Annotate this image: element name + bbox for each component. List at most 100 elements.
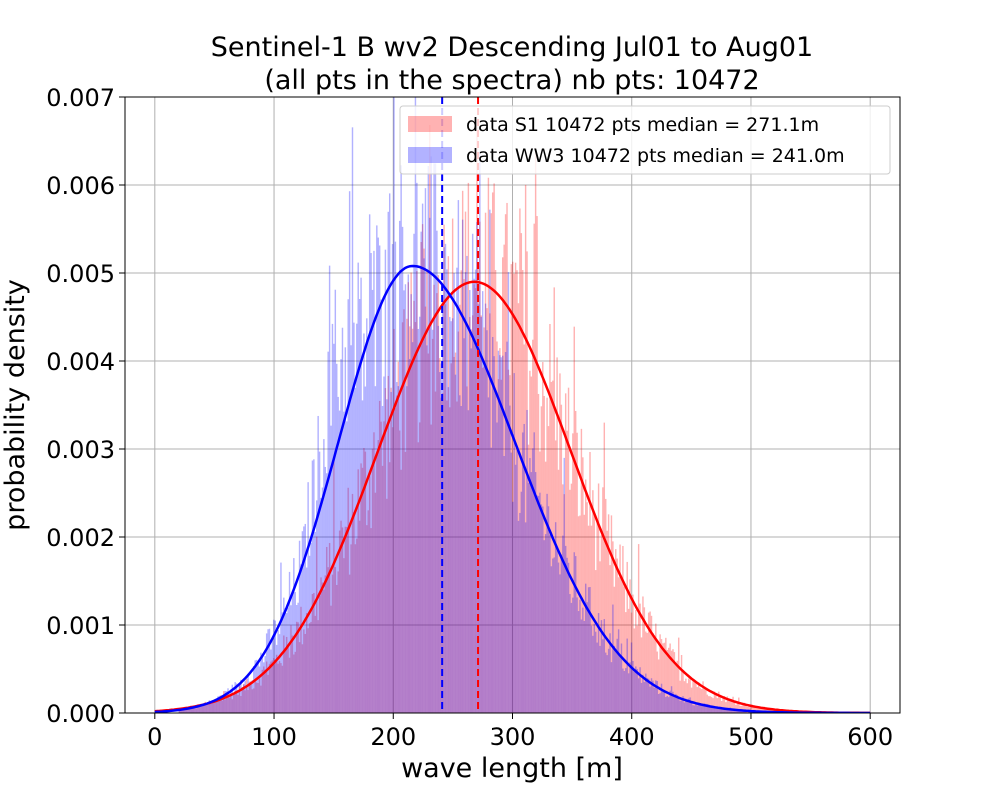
s1-histogram-bar (255, 682, 258, 713)
s1-histogram-bar (750, 704, 753, 713)
s1-histogram-bar (190, 708, 192, 713)
s1-histogram-bar (512, 261, 514, 713)
ww3-histogram-bar (557, 562, 560, 713)
s1-histogram-bar (288, 657, 291, 713)
ww3-histogram-bar (241, 688, 244, 713)
s1-histogram-bar (738, 697, 740, 713)
s1-histogram-bar (645, 631, 647, 713)
ww3-histogram-bar (187, 708, 189, 713)
ww3-histogram-bar (487, 397, 490, 713)
s1-histogram-bar (576, 432, 578, 713)
s1-histogram-bar (716, 698, 719, 713)
ww3-histogram-bar (536, 495, 538, 713)
ww3-histogram-bar (211, 701, 213, 713)
x-axis-ticks: 0 100 200 300 400 500 600 (147, 713, 893, 751)
ww3-histogram-bar (703, 703, 706, 713)
s1-histogram-bar (447, 256, 450, 713)
s1-histogram-bar (257, 683, 259, 713)
ww3-histogram-bar (406, 386, 408, 713)
ww3-histogram-bar (423, 258, 425, 713)
ww3-histogram-bar (582, 607, 584, 713)
s1-histogram-bar (270, 661, 272, 713)
s1-histogram-bar (676, 660, 678, 713)
s1-histogram-bar (303, 629, 305, 713)
ww3-histogram-bar (539, 492, 541, 713)
s1-histogram-bar (248, 681, 251, 713)
ww3-histogram-bar (414, 97, 417, 713)
s1-histogram-bar (450, 363, 452, 713)
ww3-histogram-bar (354, 387, 357, 713)
s1-histogram-bar (494, 270, 497, 713)
ww3-histogram-bar (619, 656, 621, 713)
s1-histogram-bar (370, 528, 372, 713)
s1-histogram-bar (357, 469, 359, 713)
ww3-histogram-bar (431, 329, 434, 713)
ww3-histogram-bar (569, 594, 571, 713)
s1-histogram-bar (210, 702, 212, 713)
ww3-histogram-bar (178, 710, 181, 713)
ww3-histogram-bar (363, 333, 365, 713)
ww3-histogram-bar (627, 673, 630, 713)
s1-histogram-bar (630, 612, 633, 713)
s1-histogram-bar (597, 483, 600, 713)
s1-histogram-bar (334, 567, 337, 713)
s1-histogram-bar (277, 663, 279, 713)
s1-histogram-bar (449, 407, 451, 713)
ww3-histogram-bar (667, 697, 670, 713)
s1-histogram-bar (700, 688, 703, 713)
s1-histogram-bar (417, 442, 420, 713)
legend-swatch-ww3 (408, 147, 452, 163)
s1-histogram-bar (723, 696, 726, 713)
s1-histogram-bar (490, 213, 492, 713)
s1-histogram-bar (192, 708, 195, 713)
ww3-histogram-bar (453, 273, 455, 713)
ww3-histogram-bar (420, 231, 422, 713)
s1-histogram-bar (719, 696, 721, 713)
ww3-histogram-bar (350, 345, 352, 713)
s1-histogram-bar (516, 270, 518, 713)
s1-histogram-bar (646, 632, 648, 713)
s1-histogram-bar (307, 628, 309, 713)
ww3-histogram-bar (224, 690, 226, 713)
s1-histogram-bar (327, 567, 329, 713)
ww3-histogram-bar (736, 709, 739, 713)
s1-histogram-bar (690, 687, 693, 713)
ww3-histogram-bar (534, 472, 537, 713)
s1-histogram-bar (283, 635, 285, 713)
s1-histogram-bar (207, 703, 209, 713)
ww3-histogram-bar (424, 188, 427, 713)
ww3-histogram-bar (715, 706, 717, 713)
ww3-histogram-bar (626, 638, 628, 713)
ww3-histogram-bar (421, 203, 424, 713)
s1-histogram-bar (250, 682, 252, 713)
s1-histogram-bar (300, 606, 302, 713)
ww3-histogram-bar (540, 504, 543, 713)
ww3-histogram-bar (265, 633, 268, 713)
s1-histogram-bar (655, 623, 657, 713)
ww3-histogram-bar (602, 639, 604, 713)
ww3-histogram-bar (318, 451, 321, 713)
ww3-histogram-bar (264, 656, 266, 713)
ww3-histogram-bar (188, 707, 191, 713)
ww3-histogram-bar (231, 684, 234, 713)
s1-histogram-bar (185, 707, 188, 713)
legend-swatch-s1 (408, 116, 452, 132)
ww3-histogram-bar (613, 645, 616, 713)
s1-histogram-bar (313, 592, 315, 713)
s1-histogram-bar (388, 462, 391, 713)
ww3-histogram-bar (533, 432, 535, 713)
s1-histogram-bar (527, 444, 530, 713)
ww3-histogram-bar (543, 540, 545, 713)
ww3-histogram-bar (566, 557, 568, 713)
ww3-histogram-bar (386, 399, 388, 713)
ww3-histogram-bar (182, 708, 185, 713)
s1-histogram-bar (258, 678, 261, 713)
s1-histogram-bar (710, 697, 713, 713)
s1-histogram-bar (340, 520, 342, 713)
s1-histogram-bar (308, 623, 311, 713)
s1-histogram-bar (401, 322, 404, 713)
s1-histogram-bar (398, 430, 401, 713)
s1-histogram-bar (695, 681, 697, 713)
ww3-histogram-bar (599, 645, 601, 713)
s1-histogram-bar (409, 326, 411, 713)
